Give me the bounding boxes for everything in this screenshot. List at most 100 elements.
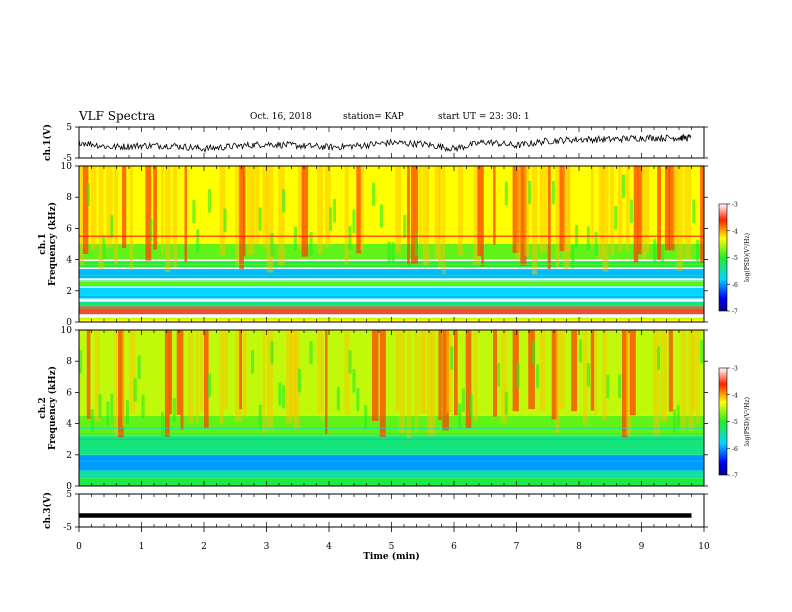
spectrogram-streak bbox=[258, 207, 262, 231]
spectrogram-streak bbox=[317, 330, 322, 414]
y-tick-label: 10 bbox=[61, 326, 73, 336]
spectrogram-streak bbox=[594, 232, 598, 256]
spectrogram-streak bbox=[329, 207, 333, 231]
x-tick-label: 3 bbox=[264, 542, 270, 552]
y-tick-label: 4 bbox=[66, 420, 72, 430]
colorbar-label: log(PSD)(V²/Hz) bbox=[744, 397, 751, 446]
spectrogram-streak bbox=[512, 166, 520, 253]
y-tick-label: -5 bbox=[63, 154, 72, 164]
spectrogram-streak bbox=[172, 166, 177, 268]
spectrogram-streak bbox=[422, 330, 426, 413]
spectrogram-streak bbox=[141, 394, 145, 419]
date-label: Oct. 16, 2018 bbox=[250, 112, 312, 122]
spectrogram-streak bbox=[192, 199, 196, 224]
spectrogram-streak bbox=[590, 330, 595, 411]
spectrogram-streak bbox=[504, 391, 508, 416]
spectrogram-streak bbox=[598, 166, 604, 260]
spectrogram-streak bbox=[317, 166, 323, 254]
spectrogram-streak bbox=[692, 199, 696, 223]
spectrogram-streak bbox=[442, 330, 449, 431]
y-tick-label: 5 bbox=[66, 490, 72, 500]
spectrogram-streak bbox=[395, 166, 401, 253]
y-tick-label: 0 bbox=[66, 482, 72, 492]
colorbar-tick-label: -6 bbox=[732, 282, 738, 289]
spectrogram-streak bbox=[418, 330, 426, 415]
colorbar-tick-label: -7 bbox=[732, 473, 738, 480]
spectrogram-streak bbox=[360, 166, 365, 251]
spectrogram-streak bbox=[700, 166, 705, 263]
spectrogram-streak bbox=[594, 330, 598, 416]
spectrogram-streak bbox=[422, 166, 429, 266]
spectrogram-streak bbox=[98, 394, 102, 418]
spectrogram-streak bbox=[352, 209, 356, 233]
spectrogram-streak bbox=[184, 166, 187, 262]
spectrogram-streak bbox=[289, 330, 297, 418]
spectrogram-streak bbox=[321, 330, 324, 422]
spectrogram-streak bbox=[278, 166, 285, 266]
spectrogram-streak bbox=[239, 166, 244, 269]
spectrogram-streak bbox=[528, 180, 532, 205]
spectrogram-streak bbox=[243, 166, 246, 257]
spectrogram-streak bbox=[418, 166, 423, 245]
spectrogram-streak bbox=[129, 330, 136, 414]
y-axis-label: ch.2 bbox=[38, 397, 48, 418]
spectrogram-streak bbox=[684, 166, 692, 260]
spectrogram-streak bbox=[176, 330, 181, 415]
spectrogram-streak bbox=[348, 350, 352, 374]
spectrogram-streak bbox=[90, 166, 97, 250]
colorbar-tick-label: -6 bbox=[732, 446, 738, 453]
spectrogram-band bbox=[79, 301, 704, 307]
spectrogram-streak bbox=[450, 346, 454, 370]
spectrogram-streak bbox=[430, 330, 436, 436]
spectrogram-streak bbox=[559, 330, 565, 410]
y-tick-label: 8 bbox=[66, 357, 72, 367]
spectrogram-streak bbox=[243, 330, 247, 417]
spectrogram-streak bbox=[286, 330, 292, 425]
spectrogram-streak bbox=[223, 330, 229, 410]
spectrogram-streak bbox=[379, 330, 386, 437]
spectrogram-streak bbox=[493, 330, 497, 417]
spectrogram-streak bbox=[680, 330, 687, 430]
spectrogram-streak bbox=[247, 166, 252, 255]
spectrogram-streak bbox=[434, 166, 441, 259]
spectrogram-streak bbox=[98, 166, 104, 270]
spectrogram-streak bbox=[266, 330, 274, 430]
spectrogram-streak bbox=[657, 166, 661, 260]
spectrogram-streak bbox=[356, 387, 360, 412]
spectrogram-streak bbox=[500, 330, 507, 424]
spectrogram-streak bbox=[102, 235, 106, 259]
y-axis-label: ch.1 bbox=[38, 233, 48, 254]
colorbar-tick-label: -4 bbox=[732, 392, 738, 399]
spectrogram-streak bbox=[661, 330, 667, 423]
y-axis-label: Frequency (kHz) bbox=[47, 202, 58, 286]
spectrogram-streak bbox=[309, 231, 313, 256]
spectrogram-streak bbox=[555, 166, 560, 267]
spectrogram-streak bbox=[219, 330, 224, 425]
spectrogram-streak bbox=[469, 394, 473, 418]
ticks-layer bbox=[75, 126, 730, 532]
x-tick-label: 6 bbox=[451, 542, 457, 552]
fills-layer bbox=[79, 166, 705, 486]
spectrogram-streak bbox=[196, 229, 200, 253]
spectrogram-streak bbox=[637, 166, 643, 255]
spectrogram-streak bbox=[539, 330, 546, 412]
y-tick-label: 6 bbox=[66, 224, 72, 234]
x-tick-label: 1 bbox=[139, 542, 145, 552]
spectrogram-streak bbox=[364, 405, 368, 429]
spectrogram-streak bbox=[122, 166, 127, 248]
y-tick-label: 0 bbox=[66, 318, 72, 328]
spectrogram-streak bbox=[586, 226, 590, 250]
spectrogram-streak bbox=[520, 166, 527, 266]
spectrogram-band bbox=[79, 470, 704, 479]
spectrogram-streak bbox=[407, 330, 411, 439]
spectrogram-streak bbox=[352, 369, 356, 393]
spectrogram-band bbox=[79, 454, 704, 471]
y-tick-label: 10 bbox=[61, 162, 73, 172]
spectrogram-streak bbox=[567, 166, 571, 252]
spectrogram-streak bbox=[301, 166, 309, 257]
spectrogram-streak bbox=[539, 166, 547, 253]
spectrogram-streak bbox=[457, 166, 463, 256]
spectrogram-streak bbox=[391, 242, 395, 266]
spectrogram-streak bbox=[129, 166, 133, 270]
y-tick-label: -5 bbox=[63, 523, 72, 533]
